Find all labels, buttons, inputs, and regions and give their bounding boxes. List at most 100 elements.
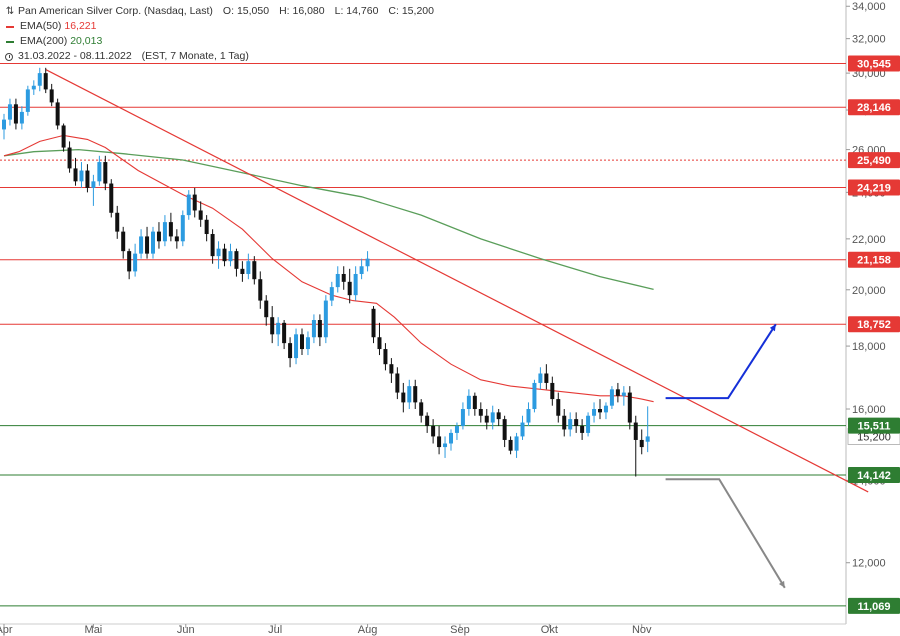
legend-range: 31.03.2022 - 08.11.2022 <box>18 50 132 62</box>
level-label: 18,752 <box>857 319 891 331</box>
legend-close-value: 15,200 <box>401 5 434 17</box>
candle-body <box>526 409 531 423</box>
legend-ema200-value: 20,013 <box>70 35 103 47</box>
level-label: 30,545 <box>857 59 891 71</box>
candle-body <box>466 395 471 410</box>
x-tick-label: Mai <box>85 624 103 636</box>
candle-body <box>574 419 579 426</box>
candle-body <box>365 258 370 267</box>
x-tick-label: Sep <box>450 624 470 636</box>
candle-body <box>228 251 233 262</box>
chart-legend: ⇅ Pan American Silver Corp. (Nasdaq, Las… <box>4 4 434 64</box>
candle-body <box>55 102 60 126</box>
legend-instrument-row: ⇅ Pan American Silver Corp. (Nasdaq, Las… <box>4 4 434 19</box>
candle-body <box>454 425 459 433</box>
candle-body <box>335 273 340 288</box>
candlestick-icon: ⇅ <box>5 6 15 17</box>
level-label: 21,158 <box>857 255 891 267</box>
level-label: 15,511 <box>857 421 890 433</box>
candle-body <box>276 322 281 335</box>
legend-ema50-label: EMA(50) <box>20 20 62 32</box>
candle-body <box>413 386 418 403</box>
candle-body <box>550 382 555 400</box>
level-label: 25,490 <box>857 155 891 167</box>
candles <box>2 67 650 477</box>
candle-body <box>377 337 382 350</box>
candle-body <box>210 234 215 257</box>
x-tick-label: Aug <box>358 624 378 636</box>
candle-body <box>115 212 120 232</box>
candle-body <box>198 210 203 220</box>
level-badge <box>848 597 900 614</box>
blue-arrowhead <box>769 324 776 332</box>
ema50-swatch <box>6 25 14 28</box>
x-tick-label: Apr <box>0 624 13 636</box>
candle-body <box>133 253 138 272</box>
candle-body <box>592 409 597 416</box>
level-badge <box>848 251 900 268</box>
candle-body <box>258 279 263 301</box>
candle-body <box>156 231 161 242</box>
level-label: 14,142 <box>857 470 891 482</box>
candle-body <box>556 399 561 416</box>
blue-arrow <box>665 323 777 400</box>
candle-body <box>419 402 424 416</box>
candle-body <box>61 125 66 148</box>
legend-open-label: O: <box>222 5 235 17</box>
y-tick-label: 16,000 <box>852 404 886 416</box>
candle-body <box>49 89 54 103</box>
candle-body <box>520 422 525 437</box>
candle-body <box>514 436 519 451</box>
candle-body <box>270 317 275 335</box>
ema50-line <box>3 134 654 403</box>
candle-body <box>645 436 650 442</box>
candle-body <box>162 222 167 242</box>
legend-low-label: L: <box>334 5 344 17</box>
candle-body <box>234 251 239 269</box>
candle-body <box>609 389 614 406</box>
candle-body <box>472 395 477 410</box>
candle-body <box>186 194 191 216</box>
legend-instrument: Pan American Silver Corp. (Nasdaq, Last) <box>18 5 213 17</box>
candle-body <box>305 337 310 350</box>
candle-body <box>532 382 537 410</box>
candle-body <box>121 231 126 252</box>
level-badge <box>848 179 900 196</box>
candle-body <box>31 85 36 90</box>
candle-body <box>389 364 394 374</box>
candle-body <box>151 231 155 254</box>
candle-body <box>25 89 30 112</box>
candle-body <box>371 308 376 338</box>
x-tick-label: Jul <box>268 624 282 636</box>
candle-body <box>97 162 102 182</box>
x-tick-label: Okt <box>541 624 558 636</box>
candle-body <box>621 392 626 396</box>
legend-low-value: 14,760 <box>346 5 379 17</box>
candle-body <box>347 281 352 296</box>
x-tick-label: Jun <box>177 624 195 636</box>
candle-body <box>496 412 501 420</box>
candle-body <box>615 389 620 396</box>
candle-body <box>73 168 78 182</box>
candle-body <box>443 443 448 448</box>
candle-body <box>282 322 287 344</box>
candle-body <box>627 392 632 423</box>
candle-body <box>407 386 412 403</box>
candle-body <box>13 104 18 124</box>
y-tick-label: 12,000 <box>852 558 886 570</box>
legend-range-info: (EST, 7 Monate, 1 Tag) <box>141 50 249 62</box>
level-badge <box>848 417 900 434</box>
legend-ema200-row: EMA(200) 20,013 <box>4 34 434 49</box>
candle-body <box>449 432 453 444</box>
candle-body <box>598 409 602 413</box>
candle-body <box>174 236 179 242</box>
candle-body <box>7 104 12 120</box>
level-badge <box>848 152 900 169</box>
x-tick-label: Nov <box>632 624 652 636</box>
candle-body <box>341 273 346 282</box>
candle-body <box>252 261 257 280</box>
level-label: 24,219 <box>857 183 891 195</box>
y-tick-label: 34,000 <box>852 1 886 13</box>
